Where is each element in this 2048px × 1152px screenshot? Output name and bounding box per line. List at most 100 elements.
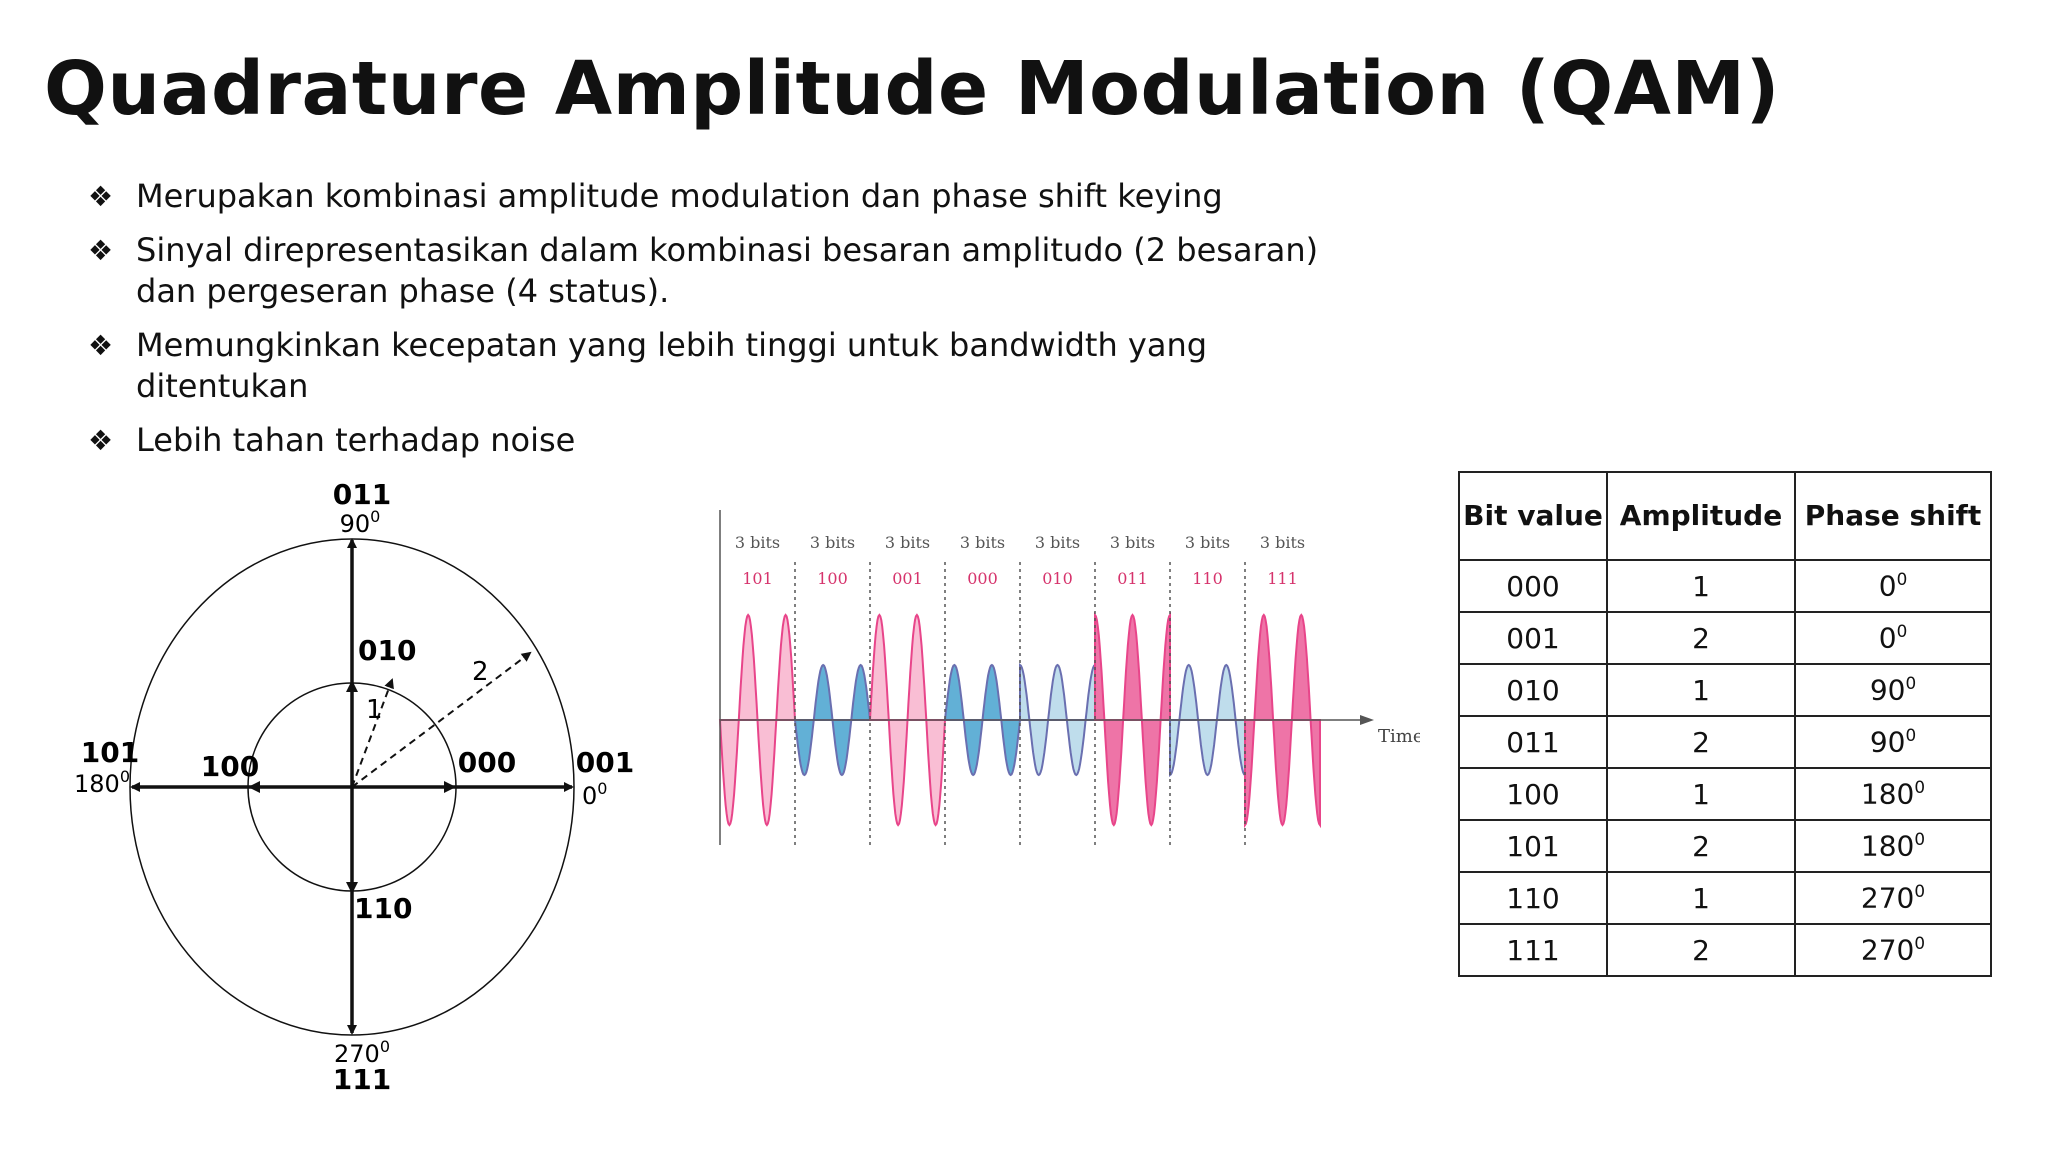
table-row: 111 2 2700 <box>1458 923 1992 977</box>
segment-bits: 111 <box>1267 569 1298 588</box>
cell-value: 2 <box>1692 829 1710 863</box>
label-right-angle: 00 <box>582 779 607 810</box>
cell-bit-value: 011 <box>1458 715 1608 769</box>
bullet-text: Lebih tahan terhadap noise <box>136 421 576 459</box>
cell-value: 180 <box>1860 777 1915 811</box>
segment-bits: 101 <box>742 569 773 588</box>
cell-value: 90 <box>1869 725 1906 759</box>
label-bottom-angle: 2700 <box>334 1037 390 1068</box>
qam-waveform: 3 bits 101 3 bits 100 3 bits 001 3 bits 000 3 bi… <box>718 510 1420 845</box>
cell-amplitude: 2 <box>1606 819 1796 873</box>
label-vector-outer: 2 <box>472 657 489 687</box>
bullet-list: ❖ Merupakan kombinasi amplitude modulatio… <box>88 176 1388 474</box>
segment-label: 3 bits <box>885 533 930 552</box>
segment-bits: 110 <box>1192 569 1223 588</box>
bullet-item: ❖ Sinyal direpresentasikan dalam kombinas… <box>88 230 1388 312</box>
bullet-item: ❖ Lebih tahan terhadap noise <box>88 420 1388 461</box>
bullet-text: Memungkinkan kecepatan yang lebih tinggi… <box>136 326 1208 405</box>
label-top-angle: 900 <box>340 507 381 538</box>
cell-value: 90 <box>1869 673 1906 707</box>
table-row: 011 2 900 <box>1458 715 1992 769</box>
cell-amplitude: 2 <box>1606 923 1796 977</box>
segment-bits: 000 <box>967 569 998 588</box>
label-bottom-code: 111 <box>333 1063 391 1096</box>
cell-value: 270 <box>1860 933 1915 967</box>
header-bit-value: Bit value <box>1458 471 1608 561</box>
cell-bit-value: 001 <box>1458 611 1608 665</box>
cell-value: 011 <box>1506 725 1560 759</box>
cell-phase-shift: 1800 <box>1794 767 1992 821</box>
cell-amplitude: 2 <box>1606 715 1796 769</box>
degree-mark: 0 <box>120 767 130 786</box>
angle-value: 270 <box>334 1040 380 1068</box>
qam-constellation-diagram: 011 900 010 2 1 101 1800 100 000 001 00 … <box>74 478 634 1096</box>
segment-label: 3 bits <box>1185 533 1230 552</box>
degree-mark: 0 <box>1914 881 1926 902</box>
segment-bits: 010 <box>1042 569 1073 588</box>
segment-label: 3 bits <box>1110 533 1155 552</box>
angle-value: 0 <box>582 782 597 810</box>
degree-mark: 0 <box>1896 621 1908 642</box>
four-diamond-icon: ❖ <box>88 329 114 362</box>
cell-value: 270 <box>1860 881 1915 915</box>
waveform-plot: 3 bits 101 3 bits 100 3 bits 001 3 bits 000 3 bi… <box>718 533 1321 845</box>
cell-value: 180 <box>1860 829 1915 863</box>
degree-mark: 0 <box>370 507 380 526</box>
cell-value: 2 <box>1692 725 1710 759</box>
inner-bottom-arrow <box>346 882 358 894</box>
time-label: Time <box>1378 726 1420 747</box>
cell-bit-value: 000 <box>1458 559 1608 613</box>
cell-phase-shift: 00 <box>1794 611 1992 665</box>
degree-mark: 0 <box>380 1037 390 1056</box>
cell-value: 0 <box>1878 569 1897 603</box>
cell-phase-shift: 00 <box>1794 559 1992 613</box>
bullet-item: ❖ Memungkinkan kecepatan yang lebih tingg… <box>88 325 1388 407</box>
bullet-text: Sinyal direpresentasikan dalam kombinasi… <box>136 231 1319 310</box>
time-axis-arrow <box>1360 715 1374 725</box>
degree-mark: 0 <box>1905 725 1917 746</box>
angle-value: 180 <box>74 770 120 798</box>
cell-value: 1 <box>1692 569 1710 603</box>
cell-amplitude: 1 <box>1606 559 1796 613</box>
table-row: 110 1 2700 <box>1458 871 1992 925</box>
cell-amplitude: 2 <box>1606 611 1796 665</box>
segment-label: 3 bits <box>1035 533 1080 552</box>
cell-bit-value: 111 <box>1458 923 1608 977</box>
cell-value: 111 <box>1506 933 1560 967</box>
cell-amplitude: 1 <box>1606 663 1796 717</box>
bullet-text: Merupakan kombinasi amplitude modulation… <box>136 177 1223 215</box>
label-right-code: 001 <box>576 746 634 779</box>
vector-amplitude-2 <box>351 651 532 788</box>
segment-label: 3 bits <box>810 533 855 552</box>
label-top-code: 011 <box>333 478 391 511</box>
bit-mapping-table: Bit value Amplitude Phase shift 000 1 00 00… <box>1458 471 1992 977</box>
degree-mark: 0 <box>597 779 607 798</box>
cell-amplitude: 1 <box>1606 767 1796 821</box>
label-left-code: 101 <box>81 736 139 769</box>
segment-label: 3 bits <box>735 533 780 552</box>
cell-value: 0 <box>1878 621 1897 655</box>
cell-value: 101 <box>1506 829 1560 863</box>
cell-bit-value: 100 <box>1458 767 1608 821</box>
cell-phase-shift: 1800 <box>1794 819 1992 873</box>
cell-value: 2 <box>1692 933 1710 967</box>
degree-mark: 0 <box>1914 933 1926 954</box>
inner-right-arrow <box>444 781 456 793</box>
segment-bits: 001 <box>892 569 923 588</box>
inner-left-arrow <box>248 781 260 793</box>
angle-value: 90 <box>340 510 371 538</box>
segment-bits: 011 <box>1117 569 1148 588</box>
cell-value: 1 <box>1692 777 1710 811</box>
label-vector-inner: 1 <box>366 695 383 725</box>
table-row: 000 1 00 <box>1458 559 1992 613</box>
cell-value: 100 <box>1506 777 1560 811</box>
cell-phase-shift: 2700 <box>1794 871 1992 925</box>
segment-bits: 100 <box>817 569 848 588</box>
cell-bit-value: 010 <box>1458 663 1608 717</box>
slide-title: Quadrature Amplitude Modulation (QAM) <box>44 46 1780 132</box>
cell-bit-value: 101 <box>1458 819 1608 873</box>
degree-mark: 0 <box>1914 777 1926 798</box>
cell-bit-value: 110 <box>1458 871 1608 925</box>
cell-value: 1 <box>1692 881 1710 915</box>
header-phase-shift: Phase shift <box>1794 471 1992 561</box>
